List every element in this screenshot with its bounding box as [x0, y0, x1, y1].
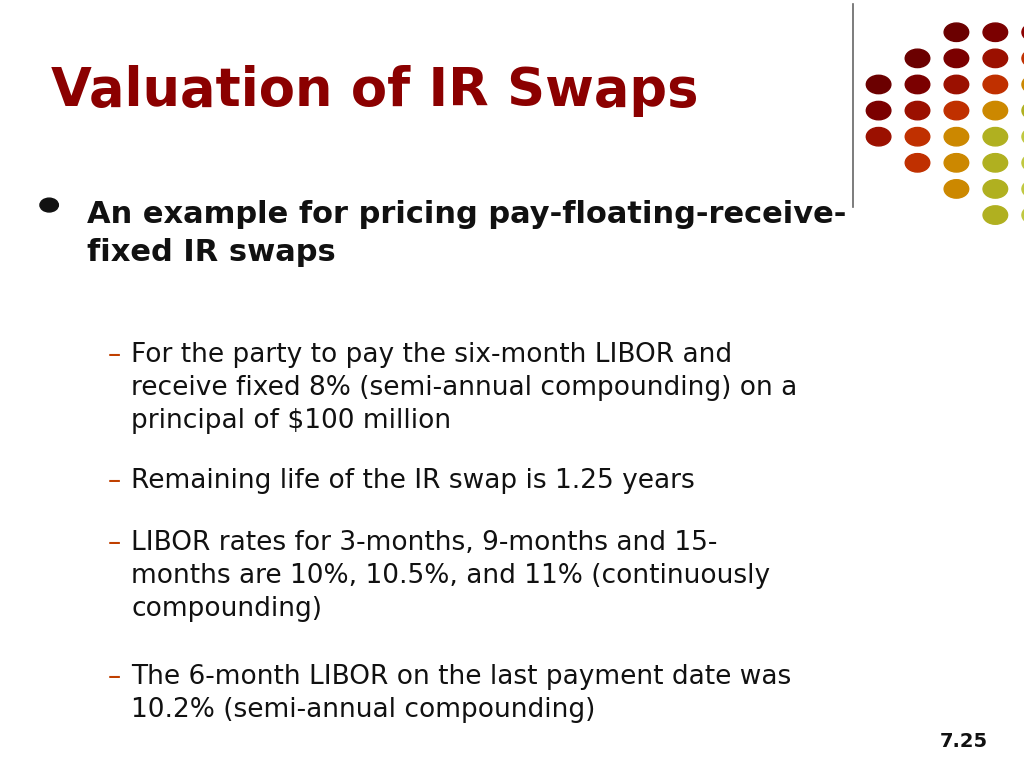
Text: Valuation of IR Swaps: Valuation of IR Swaps	[51, 65, 698, 118]
Circle shape	[944, 127, 969, 146]
Circle shape	[905, 127, 930, 146]
Circle shape	[40, 198, 58, 212]
Text: –: –	[108, 468, 121, 495]
Circle shape	[983, 206, 1008, 224]
Circle shape	[983, 154, 1008, 172]
Circle shape	[866, 75, 891, 94]
Circle shape	[905, 49, 930, 68]
Circle shape	[1022, 127, 1024, 146]
Circle shape	[944, 180, 969, 198]
Text: –: –	[108, 664, 121, 690]
Circle shape	[1022, 206, 1024, 224]
Circle shape	[944, 154, 969, 172]
Circle shape	[1022, 49, 1024, 68]
Text: For the party to pay the six-month LIBOR and
receive fixed 8% (semi-annual compo: For the party to pay the six-month LIBOR…	[131, 342, 798, 434]
Text: 7.25: 7.25	[940, 732, 988, 751]
Circle shape	[944, 23, 969, 41]
Circle shape	[944, 101, 969, 120]
Circle shape	[983, 180, 1008, 198]
Circle shape	[983, 49, 1008, 68]
Circle shape	[905, 75, 930, 94]
Circle shape	[866, 127, 891, 146]
Circle shape	[1022, 23, 1024, 41]
Text: –: –	[108, 342, 121, 368]
Circle shape	[983, 75, 1008, 94]
Circle shape	[1022, 75, 1024, 94]
Text: LIBOR rates for 3-months, 9-months and 15-
months are 10%, 10.5%, and 11% (conti: LIBOR rates for 3-months, 9-months and 1…	[131, 530, 770, 622]
Circle shape	[866, 101, 891, 120]
Circle shape	[944, 49, 969, 68]
Circle shape	[983, 127, 1008, 146]
Text: Remaining life of the IR swap is 1.25 years: Remaining life of the IR swap is 1.25 ye…	[131, 468, 695, 495]
Circle shape	[1022, 101, 1024, 120]
Text: An example for pricing pay-floating-receive-
fixed IR swaps: An example for pricing pay-floating-rece…	[87, 200, 847, 267]
Circle shape	[1022, 180, 1024, 198]
Circle shape	[905, 154, 930, 172]
Text: The 6-month LIBOR on the last payment date was
10.2% (semi-annual compounding): The 6-month LIBOR on the last payment da…	[131, 664, 792, 723]
Circle shape	[983, 101, 1008, 120]
Circle shape	[905, 101, 930, 120]
Circle shape	[983, 23, 1008, 41]
Circle shape	[1022, 154, 1024, 172]
Text: –: –	[108, 530, 121, 556]
Circle shape	[944, 75, 969, 94]
